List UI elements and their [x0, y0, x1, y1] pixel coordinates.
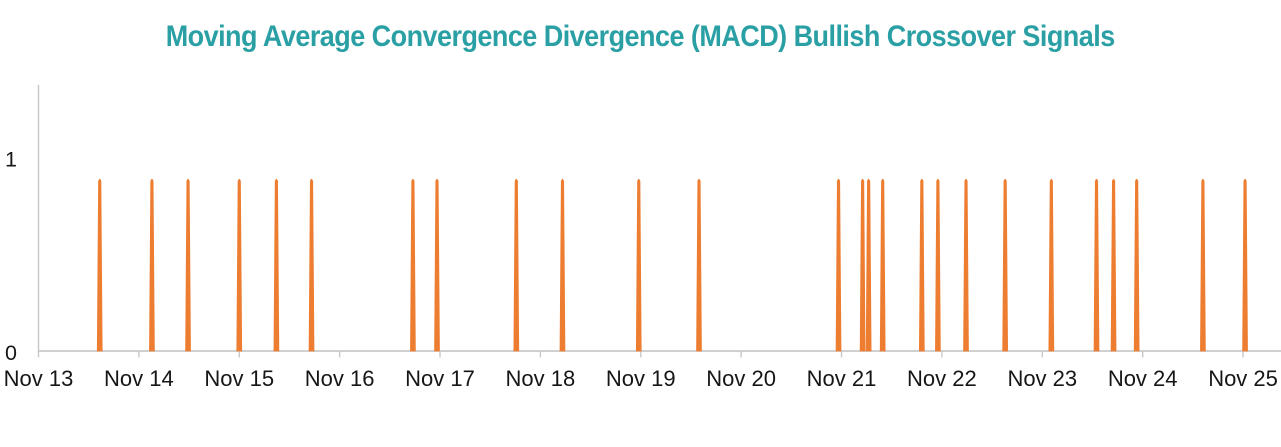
signal-spike: [434, 178, 440, 352]
signal-spike: [559, 178, 566, 352]
signal-spike: [1110, 178, 1117, 352]
x-axis-tick-label: Nov 18: [506, 366, 576, 391]
x-axis-tick-label: Nov 16: [305, 366, 375, 391]
chart-title-text: Moving Average Convergence Divergence (M…: [166, 20, 1116, 53]
y-axis-tick-label: 0: [5, 341, 17, 365]
signal-spike: [149, 178, 155, 352]
signal-spike: [513, 178, 520, 352]
signal-spike: [308, 178, 315, 352]
signal-spike: [410, 178, 416, 352]
signal-spike: [865, 178, 872, 352]
signal-spike: [1242, 178, 1248, 352]
x-axis-tick-label: Nov 25: [1208, 366, 1278, 391]
x-axis-tick-label: Nov 23: [1007, 366, 1077, 391]
signal-spike: [1048, 178, 1055, 352]
x-axis-tick-label: Nov 13: [4, 366, 74, 391]
x-axis-tick-label: Nov 22: [907, 366, 977, 391]
signal-spike: [236, 178, 243, 352]
signal-spike: [96, 178, 103, 352]
signal-spike: [835, 178, 842, 352]
x-axis-tick-label: Nov 19: [606, 366, 676, 391]
x-axis-tick-label: Nov 14: [104, 366, 174, 391]
signal-spike: [1002, 178, 1009, 352]
signal-spike: [1133, 178, 1140, 352]
x-axis-tick-label: Nov 21: [807, 366, 877, 391]
signal-spike: [1200, 178, 1206, 352]
x-axis-tick-label: Nov 15: [204, 366, 274, 391]
signal-spike: [635, 178, 642, 352]
signal-spike: [879, 178, 886, 352]
signal-spike: [1093, 178, 1100, 352]
signal-spike: [963, 178, 969, 352]
signal-spike: [273, 178, 280, 352]
signal-spike: [185, 178, 191, 352]
signal-spike: [696, 178, 702, 352]
signal-spike: [918, 178, 925, 352]
x-axis-tick-label: Nov 17: [405, 366, 475, 391]
signal-spike: [935, 178, 941, 352]
x-axis-tick-label: Nov 24: [1108, 366, 1178, 391]
y-axis-tick-label: 1: [5, 148, 17, 172]
chart-title: Moving Average Convergence Divergence (M…: [0, 20, 1281, 54]
x-axis-tick-label: Nov 20: [706, 366, 776, 391]
signal-spike: [859, 178, 866, 352]
